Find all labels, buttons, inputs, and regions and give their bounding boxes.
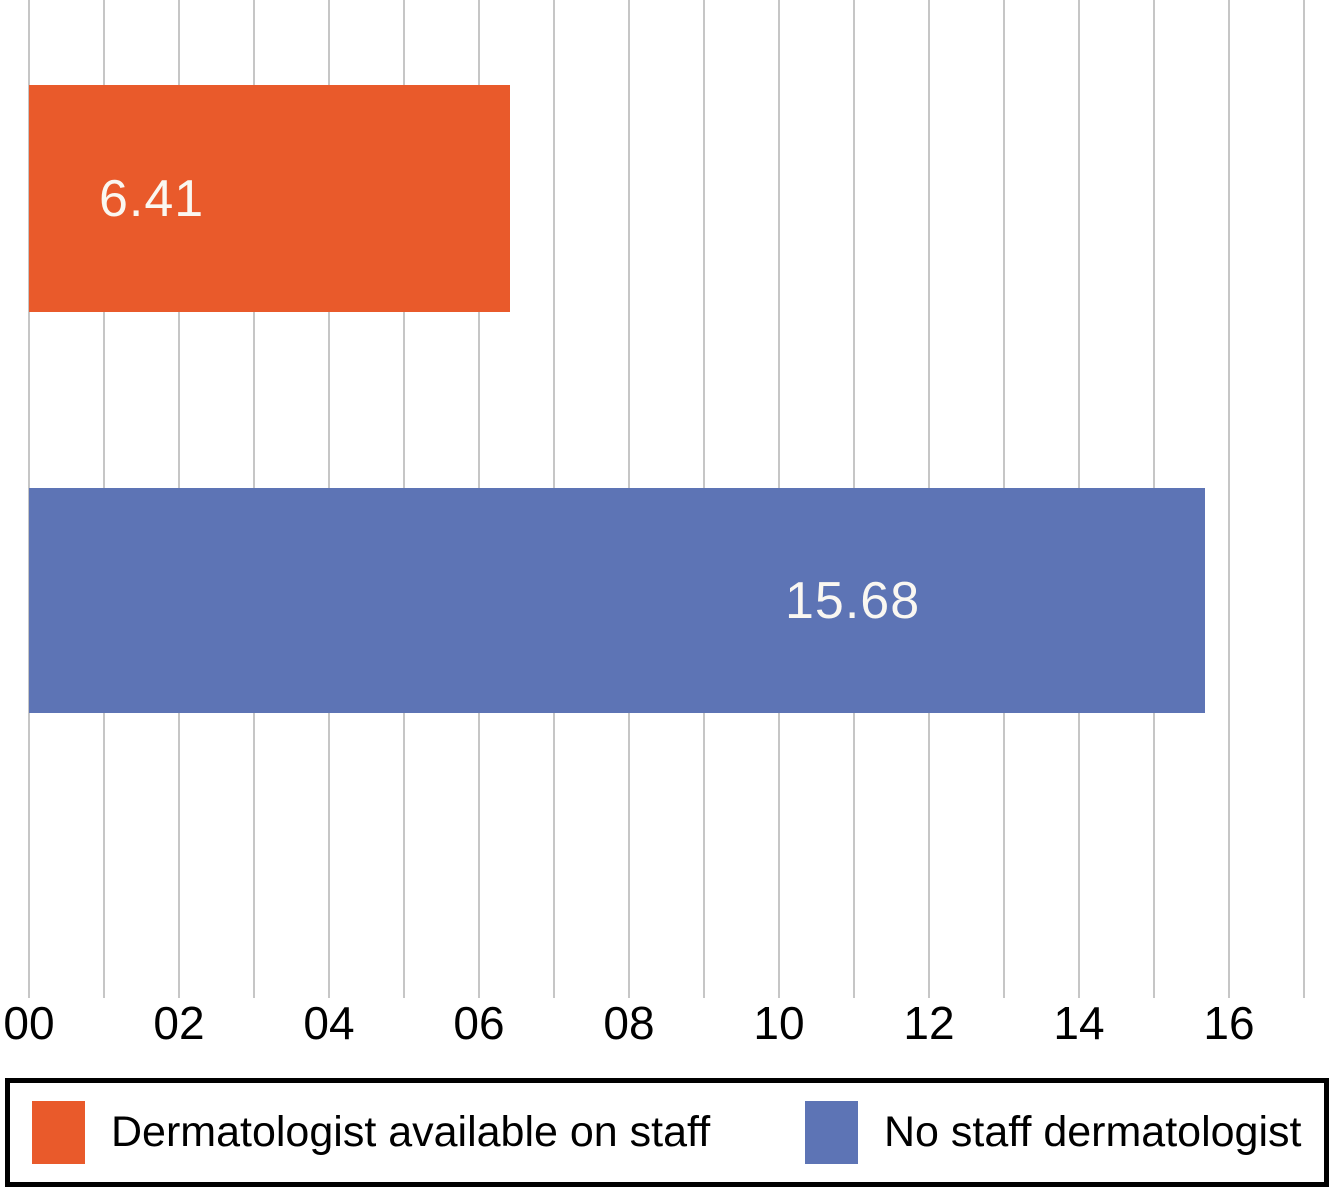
legend-label: No staff dermatologist xyxy=(884,1108,1302,1156)
x-axis-tick-label: 06 xyxy=(453,997,505,1049)
x-axis-tick-label: 16 xyxy=(1203,997,1255,1049)
bar-value-label: 6.41 xyxy=(99,169,205,228)
x-axis-tick-label: 14 xyxy=(1053,997,1105,1049)
x-axis-tick-label: 02 xyxy=(153,997,205,1049)
gridline xyxy=(1228,0,1230,998)
legend-label: Dermatologist available on staff xyxy=(111,1108,711,1156)
x-axis-tick-label: 00 xyxy=(3,997,55,1049)
legend-entry: Dermatologist available on staff xyxy=(32,1083,710,1182)
gridline xyxy=(1303,0,1305,998)
x-axis-tick-label: 04 xyxy=(303,997,355,1049)
legend-swatch-no-staff-dermatologist xyxy=(805,1101,858,1164)
bar-dermatologist-available: 6.41 xyxy=(29,85,510,312)
legend-entry: No staff dermatologist xyxy=(805,1083,1301,1182)
x-axis-tick-label: 08 xyxy=(603,997,655,1049)
bar-no-staff-dermatologist: 15.68 xyxy=(29,488,1205,713)
bar-value-label: 15.68 xyxy=(785,571,921,630)
x-axis: 00 02 04 06 08 10 12 14 16 xyxy=(3,997,1304,1050)
x-axis-tick-label: 12 xyxy=(903,997,955,1049)
legend-swatch-dermatologist-available xyxy=(32,1101,85,1164)
plot-area: 6.41 15.68 xyxy=(28,0,1305,998)
x-axis-tick-label: 10 xyxy=(753,997,805,1049)
legend-box: Dermatologist available on staff No staf… xyxy=(5,1078,1329,1187)
